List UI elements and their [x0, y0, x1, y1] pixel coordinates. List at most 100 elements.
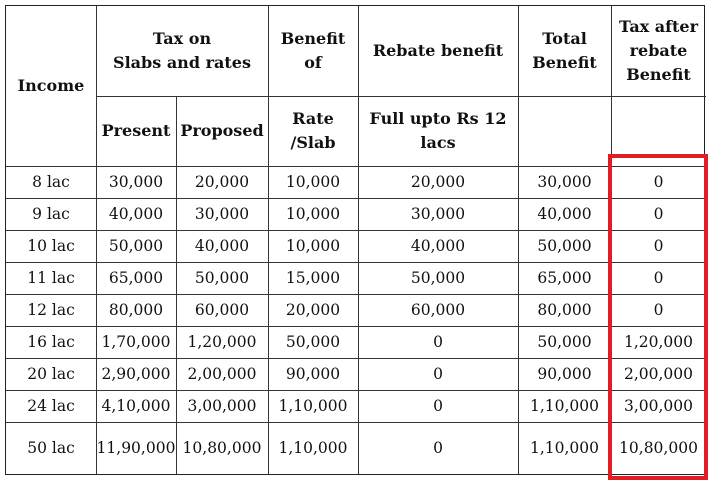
row-divider: [6, 198, 706, 199]
cell-income: 11 lac: [27, 269, 75, 287]
benefit-of-header-line: of: [304, 53, 322, 72]
tax-after-rebate-header-line: Benefit: [626, 65, 691, 84]
full-upto-header-line: lacs: [420, 133, 456, 152]
total-benefit-header: Total Benefit: [518, 6, 611, 96]
row-divider: [6, 326, 706, 327]
cell-income: 12 lac: [27, 301, 75, 319]
cell-income: 16 lac: [27, 333, 75, 351]
row-divider: [518, 96, 706, 97]
column-divider: [518, 6, 519, 474]
column-divider: [268, 6, 269, 474]
column-divider: [96, 6, 97, 474]
cell-present: 50,000: [108, 237, 164, 255]
cell-income: 20 lac: [27, 365, 75, 383]
tax-after-rebate-highlight: [608, 154, 708, 480]
cell-after: 3,00,000: [623, 397, 694, 415]
cell-present: 65,000: [108, 269, 164, 287]
row-divider: [6, 358, 706, 359]
cell-rebate: 0: [433, 365, 443, 383]
rate-slab-header-line: /Slab: [290, 133, 336, 152]
cell-proposed: 3,00,000: [187, 397, 257, 415]
cell-proposed: 40,000: [194, 237, 250, 255]
cell-after: 10,80,000: [619, 439, 698, 457]
cell-total: 90,000: [537, 365, 592, 383]
cell-rebate: 20,000: [410, 173, 466, 191]
cell-after: 0: [653, 269, 664, 287]
cell-rebate: 0: [433, 439, 443, 457]
cell-after: 0: [653, 301, 664, 319]
tax-after-rebate-header-line: rebate: [629, 41, 688, 60]
cell-rate: 10,000: [285, 237, 341, 255]
present-header: Present: [101, 121, 171, 140]
row-divider: [96, 96, 268, 97]
cell-present: 1,70,000: [101, 333, 171, 351]
cell-rate: 10,000: [285, 173, 341, 191]
total-benefit-header-line: Benefit: [532, 53, 597, 72]
cell-income: 8 lac: [32, 173, 70, 191]
cell-rate: 10,000: [285, 205, 341, 223]
cell-present: 2,90,000: [101, 365, 171, 383]
cell-rebate: 40,000: [410, 237, 466, 255]
cell-total: 50,000: [537, 333, 592, 351]
cell-rate: 1,10,000: [278, 397, 348, 415]
cell-rebate: 0: [433, 333, 443, 351]
cell-rebate: 50,000: [410, 269, 466, 287]
cell-total: 1,10,000: [529, 397, 600, 415]
cell-total: 50,000: [537, 237, 592, 255]
cell-after: 0: [653, 205, 664, 223]
tax-on-slabs-header-line: Tax on: [152, 29, 212, 48]
cell-total: 1,10,000: [529, 439, 600, 457]
cell-present: 11,90,000: [96, 439, 176, 457]
column-divider: [358, 6, 359, 474]
cell-rebate: 30,000: [410, 205, 466, 223]
cell-total: 80,000: [537, 301, 592, 319]
cell-income: 50 lac: [27, 439, 75, 457]
column-divider: [176, 96, 177, 474]
cell-total: 65,000: [537, 269, 592, 287]
full-upto-header: Full upto Rs 12 lacs: [358, 96, 518, 166]
full-upto-header-line: Full upto Rs 12: [369, 109, 507, 128]
cell-rebate: 0: [433, 397, 443, 415]
tax-after-rebate-header-line: Tax after: [618, 17, 699, 36]
row-divider: [6, 422, 706, 423]
benefit-of-header-line: Benefit: [280, 29, 346, 48]
row-divider: [6, 294, 706, 295]
cell-rebate: 60,000: [410, 301, 466, 319]
row-divider: [6, 230, 706, 231]
cell-present: 30,000: [108, 173, 164, 191]
cell-proposed: 30,000: [194, 205, 250, 223]
cell-present: 4,10,000: [101, 397, 171, 415]
cell-rate: 20,000: [285, 301, 341, 319]
cell-total: 40,000: [537, 205, 592, 223]
row-divider: [6, 390, 706, 391]
rate-slab-header: Rate/Slab: [268, 96, 358, 166]
cell-proposed: 1,20,000: [187, 333, 257, 351]
cell-total: 30,000: [537, 173, 592, 191]
income-header: Income: [17, 76, 85, 95]
cell-present: 40,000: [108, 205, 164, 223]
row-divider: [268, 96, 518, 97]
cell-proposed: 20,000: [194, 173, 250, 191]
cell-after: 0: [653, 173, 664, 191]
cell-rate: 90,000: [285, 365, 341, 383]
cell-rate: 50,000: [285, 333, 341, 351]
benefit-of-header: Benefit of: [268, 6, 358, 96]
row-divider: [6, 166, 706, 167]
cell-proposed: 50,000: [194, 269, 250, 287]
cell-proposed: 60,000: [194, 301, 250, 319]
cell-proposed: 2,00,000: [187, 365, 257, 383]
tax-on-slabs-header: Tax on Slabs and rates: [96, 6, 268, 96]
cell-proposed: 10,80,000: [182, 439, 262, 457]
row-divider: [6, 262, 706, 263]
total-benefit-header-line: Total: [542, 29, 587, 48]
cell-after: 1,20,000: [623, 333, 694, 351]
rate-slab-header-line: Rate: [292, 109, 334, 128]
cell-rate: 1,10,000: [278, 439, 348, 457]
rebate-benefit-header: Rebate benefit: [372, 41, 504, 60]
cell-present: 80,000: [108, 301, 164, 319]
tax-after-rebate-header: Tax after rebate Benefit: [611, 6, 706, 96]
cell-after: 0: [653, 237, 664, 255]
cell-income: 24 lac: [27, 397, 75, 415]
proposed-header: Proposed: [180, 121, 264, 140]
tax-comparison-table: Income Tax on Slabs and rates Benefit of Reba…: [5, 5, 706, 475]
